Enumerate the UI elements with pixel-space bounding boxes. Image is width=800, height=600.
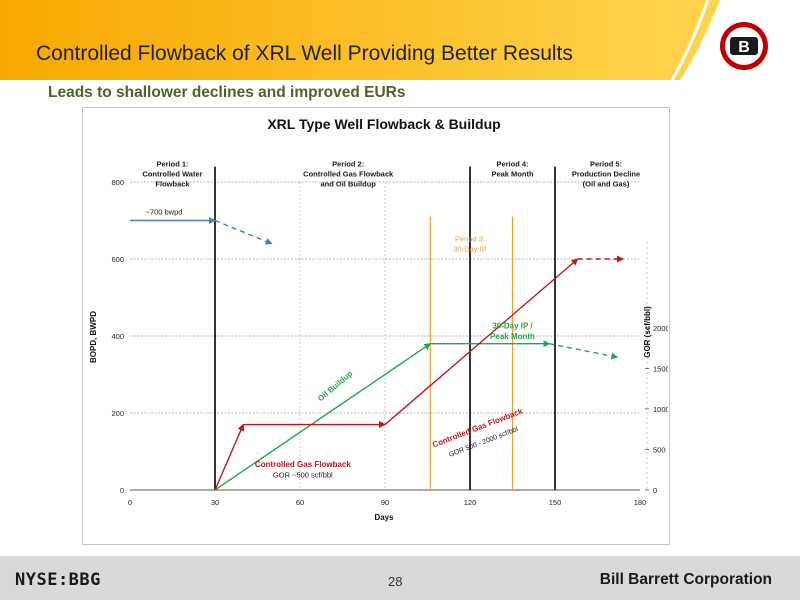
company-name: Bill Barrett Corporation — [599, 571, 772, 588]
chart-annotation: Peak Month — [490, 332, 535, 341]
chart-annotation: GOR ~500 scf/bbl — [273, 471, 333, 480]
logo-letter: B — [738, 39, 750, 56]
period-label-line: Production Decline — [572, 170, 640, 179]
x-tick-label: 60 — [296, 498, 304, 507]
x-tick-label: 0 — [128, 498, 132, 507]
water-dashed-segment — [214, 219, 273, 245]
slide-title: Controlled Flowback of XRL Well Providin… — [36, 42, 573, 65]
period-label-line: Peak Month — [491, 170, 534, 179]
y2-tick-label: 0 — [653, 486, 657, 495]
chart-annotation: Oil Buildup — [316, 369, 355, 403]
period-label-line: Controlled Water — [142, 170, 202, 179]
period-label: Period 2: Controlled Gas Flowback and Oil … — [303, 160, 394, 189]
axis-ticks: 0 200 400 600 800 0 30 60 90 120 150 180 0 500 1000 150… — [111, 178, 668, 507]
x-tick-label: 150 — [549, 498, 562, 507]
period-label: Period 5: Production Decline (Oil and Gas) — [572, 160, 640, 189]
series-lines — [130, 217, 624, 491]
xrl-flowback-chart: XRL Type Well Flowback & Buildup 0 200 400… — [89, 116, 668, 522]
footer-bar: NYSE:BBG 28 Bill Barrett Corporation — [0, 556, 800, 600]
chart-title: XRL Type Well Flowback & Buildup — [267, 116, 500, 132]
period-label-line: and Oil Buildup — [320, 180, 376, 189]
chart-annotation: Controlled Gas Flowback — [255, 460, 352, 469]
period-label-line: Flowback — [155, 180, 190, 189]
period-labels: Period 1: Controlled Water FlowbackPeriod … — [142, 160, 640, 254]
period-label-line: Period 4: — [496, 160, 528, 169]
x-axis-label: Days — [374, 513, 394, 522]
chart-frame — [82, 107, 670, 545]
chart-annotation: 30-Day IP / — [492, 321, 533, 330]
y-tick-label: 0 — [120, 486, 124, 495]
period-label-line: Period 5: — [590, 160, 622, 169]
slide-subtitle: Leads to shallower declines and improved… — [48, 84, 406, 101]
y-tick-label: 800 — [111, 178, 124, 187]
period-label: Period 4: Peak Month — [491, 160, 534, 179]
period-label-line: Period 3: — [455, 235, 485, 244]
x-tick-label: 180 — [634, 498, 647, 507]
x-tick-label: 30 — [211, 498, 219, 507]
period-label-line: Period 1: — [156, 160, 188, 169]
period-label-line: (Oil and Gas) — [583, 180, 630, 189]
y-axis-label: BOPD, BWPD — [89, 311, 98, 363]
page-number: 28 — [388, 574, 403, 589]
period-label: Period 3: 30-Day IP — [453, 235, 486, 254]
period-label-line: Controlled Gas Flowback — [303, 170, 394, 179]
y2-tick-label: 2000 — [653, 324, 668, 333]
y2-tick-label: 1000 — [653, 405, 668, 414]
banner-graphic — [0, 0, 720, 80]
period-label: Period 1: Controlled Water Flowback — [142, 160, 202, 189]
banner-shape — [0, 0, 720, 80]
y2-axis-label: GOR (scf/bbl) — [643, 306, 652, 358]
x-tick-label: 120 — [464, 498, 477, 507]
banner-swoosh — [670, 0, 710, 80]
stock-ticker: NYSE:BBG — [15, 570, 101, 590]
company-logo: B — [718, 20, 770, 72]
y-tick-label: 400 — [111, 332, 124, 341]
y2-tick-label: 500 — [653, 445, 666, 454]
chart-annotation: ~700 bwpd — [146, 208, 183, 217]
period-dividers — [214, 166, 556, 490]
y-tick-label: 600 — [111, 255, 124, 264]
y-tick-label: 200 — [111, 409, 124, 418]
period-label-line: 30-Day IP — [453, 245, 486, 254]
y2-tick-label: 1500 — [653, 364, 668, 373]
period-label-line: Period 2: — [332, 160, 364, 169]
gas-solid-segment — [384, 258, 579, 426]
header-banner — [0, 0, 800, 80]
gridlines — [130, 181, 648, 491]
x-tick-label: 90 — [381, 498, 389, 507]
oil-solid-segment — [214, 343, 432, 491]
gas-solid-segment — [214, 423, 245, 491]
oil-dashed-segment — [549, 343, 619, 360]
